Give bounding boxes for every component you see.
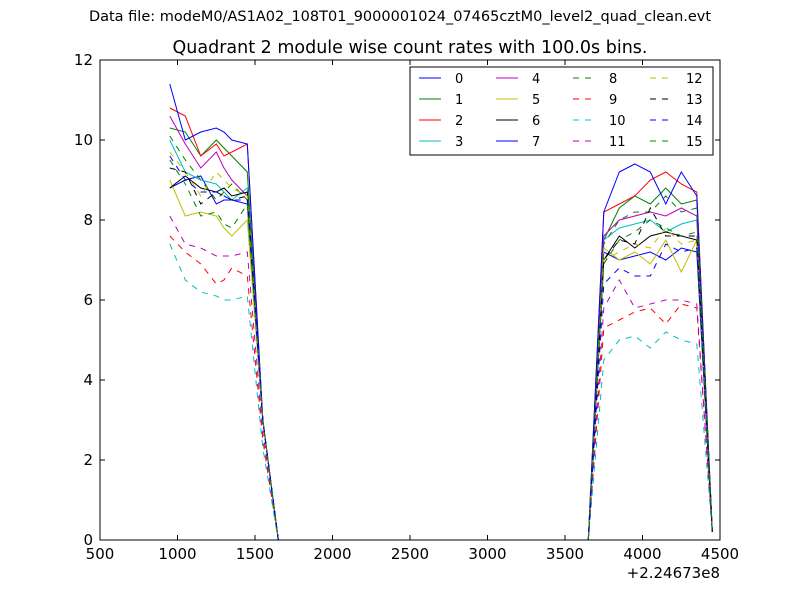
x-offset-label: +2.24673e8 bbox=[627, 564, 720, 582]
y-tick-label: 6 bbox=[83, 291, 93, 309]
legend-label-6: 6 bbox=[532, 114, 540, 129]
legend-label-12: 12 bbox=[686, 72, 703, 87]
legend-label-9: 9 bbox=[609, 93, 617, 108]
y-tick-label: 12 bbox=[74, 51, 93, 69]
series-line-9 bbox=[169, 235, 713, 541]
y-tick-label: 8 bbox=[83, 211, 93, 229]
legend-label-15: 15 bbox=[686, 135, 703, 150]
y-tick-label: 10 bbox=[74, 131, 93, 149]
x-tick-label: 2000 bbox=[313, 545, 351, 563]
series-line-14 bbox=[169, 155, 713, 541]
series-line-13 bbox=[169, 167, 713, 541]
series-line-2 bbox=[169, 107, 713, 541]
series-line-3 bbox=[169, 139, 713, 541]
x-tick-label: 2500 bbox=[391, 545, 429, 563]
x-tick-label: 4000 bbox=[623, 545, 661, 563]
y-tick-label: 0 bbox=[83, 531, 93, 549]
legend-label-3: 3 bbox=[455, 135, 463, 150]
x-tick-label: 4500 bbox=[701, 545, 739, 563]
axis-ticks: 500 1000 1500 2000 2500 3000 3500 4000 4500 0 2 4 6 8… bbox=[74, 51, 739, 563]
legend-label-14: 14 bbox=[686, 114, 703, 129]
legend-label-0: 0 bbox=[455, 72, 463, 87]
legend-label-11: 11 bbox=[609, 135, 626, 150]
legend-label-1: 1 bbox=[455, 93, 463, 108]
legend-label-5: 5 bbox=[532, 93, 540, 108]
x-tick-label: 1500 bbox=[236, 545, 274, 563]
legend-label-13: 13 bbox=[686, 93, 703, 108]
chart-title: Quadrant 2 module wise count rates with … bbox=[173, 38, 648, 58]
figure-supertitle: Data file: modeM0/AS1A02_108T01_90000010… bbox=[88, 9, 712, 25]
legend-label-4: 4 bbox=[532, 72, 540, 87]
legend-box bbox=[409, 66, 714, 156]
legend-label-8: 8 bbox=[609, 72, 617, 87]
series-line-11 bbox=[169, 215, 713, 541]
x-tick-label: 500 bbox=[86, 545, 115, 563]
y-tick-label: 2 bbox=[83, 451, 93, 469]
y-tick-label: 4 bbox=[83, 371, 93, 389]
x-tick-label: 3500 bbox=[546, 545, 584, 563]
legend-label-7: 7 bbox=[532, 135, 540, 150]
x-tick-label: 3000 bbox=[468, 545, 506, 563]
series-line-4 bbox=[169, 115, 713, 541]
x-tick-label: 1000 bbox=[158, 545, 196, 563]
series-line-10 bbox=[169, 243, 713, 541]
legend-label-10: 10 bbox=[609, 114, 626, 129]
legend-label-2: 2 bbox=[455, 114, 463, 129]
